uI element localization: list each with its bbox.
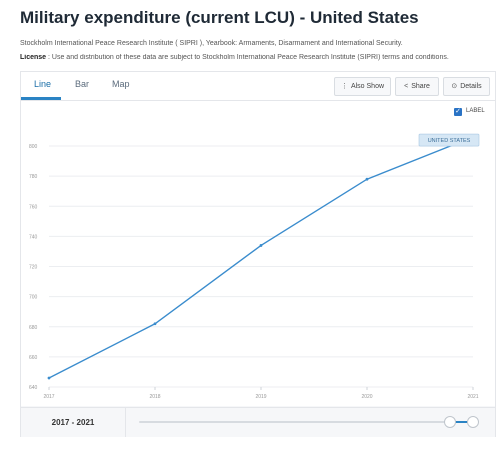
license-label: License (20, 54, 47, 61)
active-tab-indicator (21, 97, 61, 100)
data-point (153, 322, 157, 326)
license-body: : Use and distribution of these data are… (46, 54, 449, 61)
y-tick-label: 680 (29, 325, 38, 331)
details-label: Details (460, 83, 482, 90)
year-slider-fill (449, 421, 471, 423)
share-icon: < (404, 83, 409, 90)
y-tick-label: 760 (29, 204, 38, 210)
series-end-label: UNITED STATES (428, 138, 471, 144)
details-icon: ⊙ (451, 83, 458, 90)
share-label: Share (411, 83, 430, 90)
chart-panel: Line Bar Map ⋮ Also Show < Share ⊙ Details … (20, 71, 496, 437)
x-tick-label: 2021 (467, 394, 478, 400)
license-text: License : Use and distribution of these … (20, 54, 500, 61)
x-tick-label: 2018 (149, 394, 160, 400)
year-range-label: 2017 - 2021 (21, 408, 126, 437)
also-show-label: Also Show (350, 83, 385, 90)
details-button[interactable]: ⊙ Details (443, 77, 490, 96)
x-tick-label: 2017 (43, 394, 54, 400)
series-line (48, 136, 474, 379)
tab-line[interactable]: Line (34, 79, 52, 89)
data-point (365, 177, 369, 181)
y-tick-label: 640 (29, 385, 38, 391)
y-tick-label: 800 (29, 144, 38, 150)
checkbox-checked-icon: ✓ (455, 108, 461, 115)
y-tick-label: 740 (29, 234, 38, 240)
x-tick-label: 2020 (361, 394, 372, 400)
y-tick-label: 700 (29, 295, 38, 301)
y-tick-label: 660 (29, 355, 38, 361)
label-checkbox[interactable]: ✓ (454, 108, 462, 116)
chevron-down-icon: ⋮ (340, 83, 348, 90)
y-tick-label: 780 (29, 174, 38, 180)
tab-bar[interactable]: Bar (75, 79, 90, 89)
data-point (259, 244, 263, 247)
series-end-label-box (418, 133, 480, 147)
chart-tabs: Line Bar Map ⋮ Also Show < Share ⊙ Details (21, 72, 495, 101)
y-tick-label: 720 (29, 265, 38, 271)
slider-start-handle[interactable] (444, 416, 456, 428)
range-footer: 2017 - 2021 (21, 407, 495, 437)
source-text: Stockholm International Peace Research I… (20, 40, 403, 47)
also-show-button[interactable]: ⋮ Also Show (334, 77, 391, 96)
x-tick-label: 2019 (255, 394, 266, 400)
page-title: Military expenditure (current LCU) - Uni… (20, 8, 419, 27)
chart-area: 640 660 680 700 720 740 760 780 800 2017 2018 2019 2… (21, 101, 495, 406)
data-point (47, 376, 51, 380)
share-button[interactable]: < Share (395, 77, 439, 96)
tab-map[interactable]: Map (112, 79, 130, 89)
year-slider-track[interactable] (139, 421, 475, 423)
label-toggle-text: LABEL (466, 108, 485, 114)
line-chart: 640 660 680 700 720 740 760 780 800 2017 2018 2019 2… (29, 133, 480, 400)
slider-end-handle[interactable] (467, 416, 479, 428)
